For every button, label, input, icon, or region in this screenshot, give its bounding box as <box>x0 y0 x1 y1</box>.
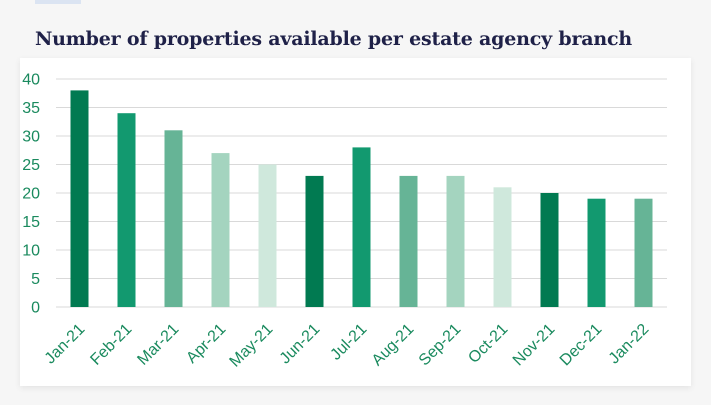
y-axis-ticks: 0 5 10 15 20 25 30 35 40 <box>22 72 40 317</box>
y-tick-label: 5 <box>31 271 40 288</box>
x-tick-label: Jun-21 <box>277 321 324 368</box>
bar-jul-21 <box>352 147 371 307</box>
bar-dec-21 <box>587 198 606 307</box>
bar-jan-22 <box>634 198 653 307</box>
y-tick-label: 0 <box>31 300 40 317</box>
x-tick-label: Jan-21 <box>42 321 89 368</box>
bar-apr-21 <box>211 153 230 307</box>
bar-nov-21 <box>540 193 559 307</box>
x-tick-label: Jan-22 <box>606 321 653 368</box>
x-tick-label: Aug-21 <box>369 321 418 370</box>
y-tick-label: 10 <box>22 243 40 260</box>
x-tick-label: Mar-21 <box>134 321 182 369</box>
chart-title: Number of properties available per estat… <box>35 28 632 50</box>
x-tick-label: Dec-21 <box>557 321 606 370</box>
x-tick-label: Feb-21 <box>87 321 135 369</box>
bar-oct-21 <box>493 187 512 307</box>
bar-aug-21 <box>399 175 418 307</box>
bar-sep-21 <box>446 175 465 307</box>
x-tick-label: Sep-21 <box>416 321 465 370</box>
bar-feb-21 <box>117 113 136 307</box>
bar-jun-21 <box>305 175 324 307</box>
bar-mar-21 <box>164 130 183 307</box>
y-tick-label: 40 <box>22 72 40 89</box>
x-tick-label: Nov-21 <box>510 321 559 370</box>
bars <box>70 90 653 308</box>
y-tick-label: 25 <box>22 157 40 174</box>
x-tick-label: Oct-21 <box>465 321 511 367</box>
top-accent-bar <box>35 0 81 4</box>
y-tick-label: 30 <box>22 129 40 146</box>
y-tick-label: 20 <box>22 186 40 203</box>
y-tick-label: 15 <box>22 214 40 231</box>
x-tick-label: Apr-21 <box>183 321 229 367</box>
bar-may-21 <box>258 164 277 307</box>
x-tick-label: Jul-21 <box>327 321 370 364</box>
bar-jan-21 <box>70 90 89 308</box>
y-tick-label: 35 <box>22 100 40 117</box>
x-tick-label: May-21 <box>227 321 277 371</box>
